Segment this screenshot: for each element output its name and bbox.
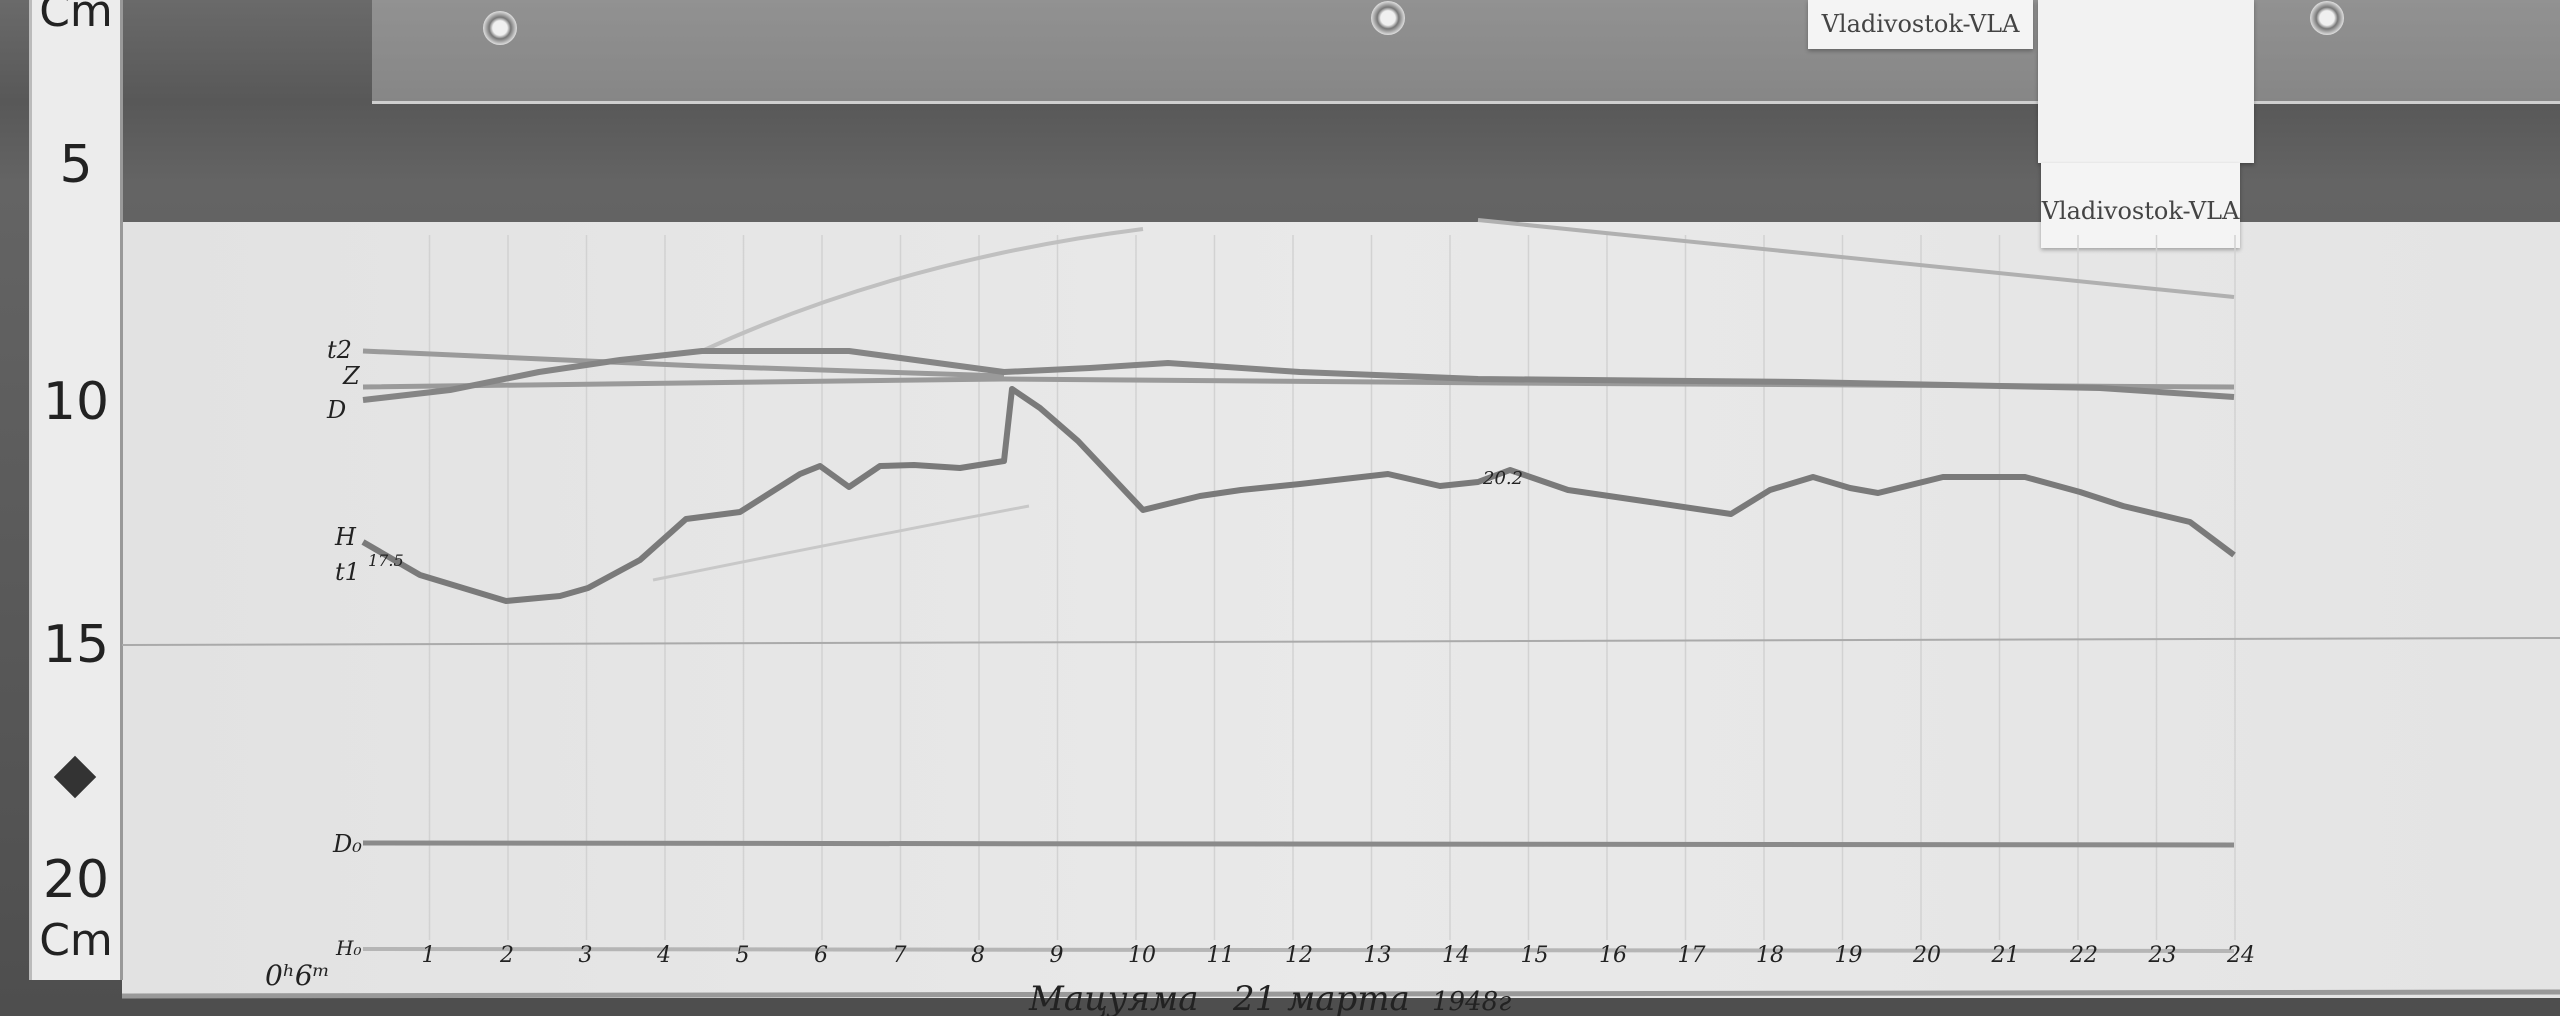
hour-label: 20	[1912, 943, 1941, 968]
hour-label: 19	[1835, 943, 1863, 968]
start-time-label: 0ʰ6ᵐ	[265, 959, 330, 992]
hour-label: 7	[893, 943, 907, 968]
faint-trace	[652, 504, 1030, 582]
hour-label: 5	[736, 943, 750, 968]
hour-label: 11	[1207, 943, 1235, 968]
d-label: D	[326, 396, 346, 424]
t2-trace	[362, 348, 1005, 379]
ruler-unit: Cm	[39, 915, 113, 966]
h-trace	[361, 386, 2236, 604]
hour-label: 13	[1364, 943, 1392, 968]
hour-label: 23	[2148, 943, 2177, 968]
t1-value: 17.5	[368, 551, 404, 570]
hour-label: 16	[1599, 943, 1627, 968]
station-tag: Vladivostok-VLA	[1808, 0, 2033, 49]
ruler-mark: 10	[42, 372, 110, 432]
station-tag: Vladivostok-VLA	[2041, 163, 2240, 248]
ruler-unit: Cm	[39, 0, 113, 37]
hour-label: 3	[579, 943, 593, 968]
hour-label: 2	[499, 943, 514, 968]
hour-label: 17	[1678, 943, 1706, 968]
hour-label: 18	[1756, 943, 1784, 968]
offscale-trace	[1477, 218, 2235, 299]
d-trace	[362, 348, 2235, 403]
hour-label: 15	[1521, 943, 1549, 968]
h0-label: H₀	[335, 936, 361, 960]
t2-label: t2	[327, 336, 352, 364]
hour-label: 24	[2226, 943, 2255, 968]
hour-label: 9	[1050, 943, 1064, 968]
hour-label: 21	[1991, 943, 2020, 968]
ruler-mark: 20	[42, 850, 110, 910]
date-place: Мацуяма	[1028, 979, 1199, 1016]
date-day: 21 марта	[1232, 979, 1410, 1016]
centimeter-ruler: Cm 5 10 15 20 Cm	[29, 0, 123, 980]
hour-label: 10	[1128, 943, 1156, 968]
h-value: 20.2	[1482, 468, 1523, 489]
h0-baseline	[362, 947, 2235, 953]
d0-label: D₀	[332, 830, 362, 858]
ruler-mark: 5	[59, 135, 93, 195]
hour-label: 4	[656, 943, 671, 968]
hour-label: 22	[2069, 943, 2098, 968]
hour-label: 1	[422, 943, 436, 968]
magnetogram-paper	[122, 222, 2560, 998]
h-label: H	[334, 523, 357, 551]
ruler-mark: 15	[42, 615, 110, 675]
paper-fold-line	[121, 637, 2560, 646]
z-label: Z	[342, 362, 361, 390]
screw-icon	[483, 11, 517, 45]
hour-label: 6	[814, 943, 828, 968]
offscale-trace	[701, 227, 1144, 353]
date-year: 1948г	[1432, 987, 1511, 1016]
screw-icon	[2310, 1, 2344, 35]
paper-edge	[121, 989, 2560, 999]
t1-label: t1	[335, 558, 360, 586]
hour-label: 12	[1285, 943, 1313, 968]
hour-label: 8	[971, 943, 985, 968]
blank-label-card	[2038, 0, 2254, 163]
screw-icon	[1371, 1, 1405, 35]
d0-baseline	[362, 840, 2235, 848]
hour-label: 14	[1442, 943, 1470, 968]
